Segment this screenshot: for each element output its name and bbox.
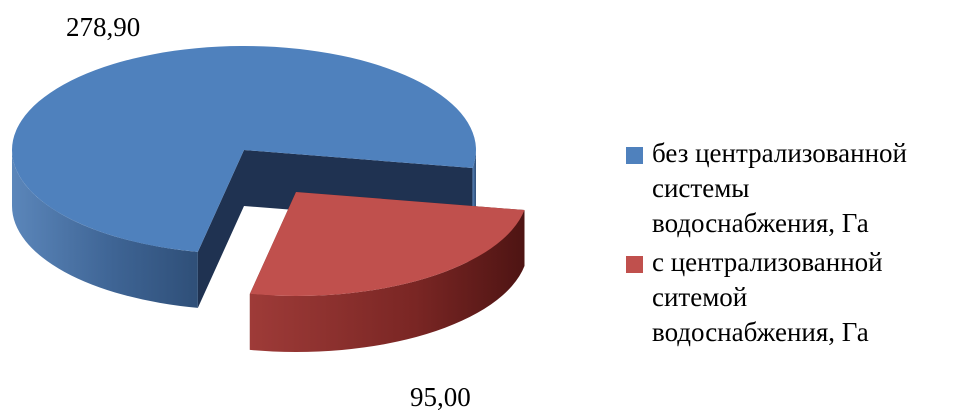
- pie-slice-1-side: [12, 150, 198, 308]
- pie-slice-1-side: [472, 150, 476, 225]
- legend-label-1-line-2: системы: [652, 173, 750, 203]
- pie-slice-2-top: [249, 192, 525, 296]
- data-label-slice-1: 278,90: [66, 12, 140, 42]
- legend-entry-2: с централизованной ситемой водоснабжения…: [626, 245, 951, 350]
- pie-slice-1-cut-wall: [197, 150, 244, 308]
- legend-swatch-2: [626, 256, 643, 273]
- pie-chart-plot: 278,90 95,00: [12, 12, 525, 410]
- legend-label-1-line-1: без централизованной: [652, 138, 907, 168]
- legend-entry-1: без централизованной системы водоснабжен…: [626, 136, 951, 241]
- legend-swatch-1: [626, 147, 643, 164]
- pie-slice-2-side: [249, 210, 525, 352]
- data-label-slice-2: 95,00: [410, 382, 471, 410]
- pie-slice-1-top: [12, 46, 477, 252]
- legend-label-1-line-3: водоснабжения, Га: [652, 208, 869, 238]
- legend-label-2-line-2: ситемой: [652, 282, 748, 312]
- pie-slice-2: [249, 192, 525, 352]
- legend: без централизованной системы водоснабжен…: [626, 136, 951, 354]
- legend-label-2-line-3: водоснабжения, Га: [652, 317, 869, 347]
- legend-label-2-line-1: с централизованной: [652, 247, 883, 277]
